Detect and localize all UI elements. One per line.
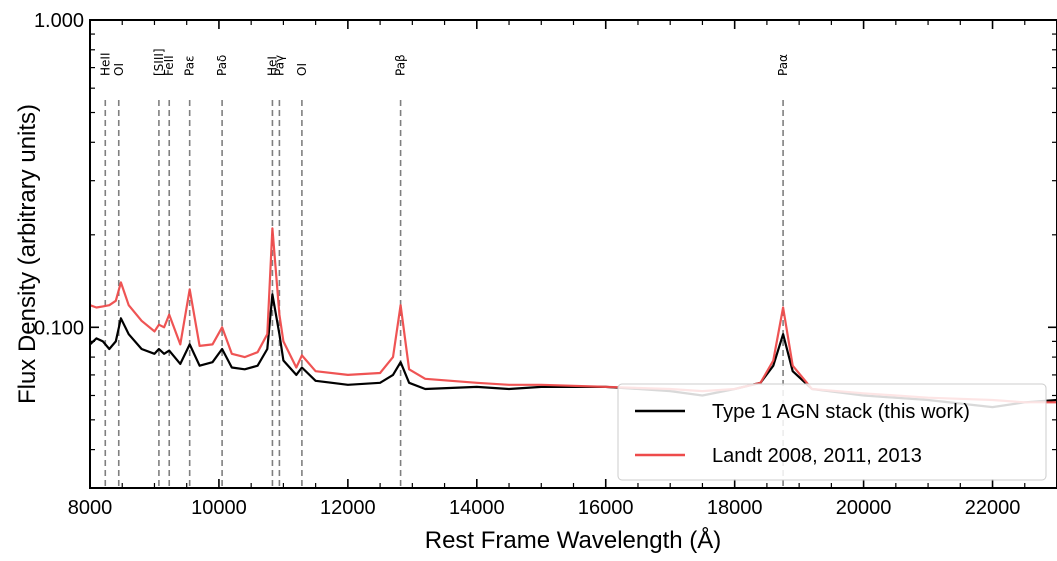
x-tick-label-1: 10000: [191, 497, 247, 519]
tick-label-layer: 8000 10000 12000 14000 16000 18000 20000 22000 0…: [34, 10, 1020, 519]
line-marker-label-0: HeII: [98, 53, 112, 76]
line-marker-label-6: HeI: [265, 56, 279, 76]
series-line-0: [89, 293, 1057, 409]
x-axis-title: Rest Frame Wavelength (Å): [425, 526, 722, 554]
legend-box: [617, 383, 1047, 481]
line-marker-label-8: OI: [295, 63, 309, 76]
line-marker-label-10: Paα: [776, 54, 790, 76]
line-marker-label-4: Paε: [183, 55, 197, 76]
x-tick-label-3: 14000: [449, 497, 505, 519]
line-marker-label-9: Paβ: [394, 54, 408, 76]
x-tick-label-4: 16000: [578, 497, 634, 519]
y-tick-label-0: 0.100: [34, 317, 84, 339]
line-marker-label-7: Paγ: [272, 55, 286, 76]
y-tick-label-1: 1.000: [34, 10, 84, 32]
line-marker-label-2: [SIII]: [152, 48, 166, 76]
x-tick-label-2: 12000: [320, 497, 376, 519]
tick-layer: [89, 19, 1057, 488]
x-tick-label-6: 20000: [836, 497, 892, 519]
legend: Type 1 AGN stack (this work) Landt 2008,…: [617, 383, 1047, 481]
series-line-1: [89, 227, 1057, 404]
legend-label-landt: Landt 2008, 2011, 2013: [712, 445, 922, 467]
x-tick-label-5: 18000: [707, 497, 763, 519]
legend-label-agn-stack: Type 1 AGN stack (this work): [712, 401, 970, 423]
x-tick-label-0: 8000: [68, 497, 113, 519]
line-marker-label-1: OI: [112, 63, 126, 76]
line-marker-label-5: Paδ: [215, 55, 229, 76]
x-tick-label-7: 22000: [965, 497, 1021, 519]
line-marker-label-3: FeII: [162, 55, 176, 76]
y-axis-title: Flux Density (arbitrary units): [14, 104, 41, 404]
series-layer: [89, 227, 1057, 409]
